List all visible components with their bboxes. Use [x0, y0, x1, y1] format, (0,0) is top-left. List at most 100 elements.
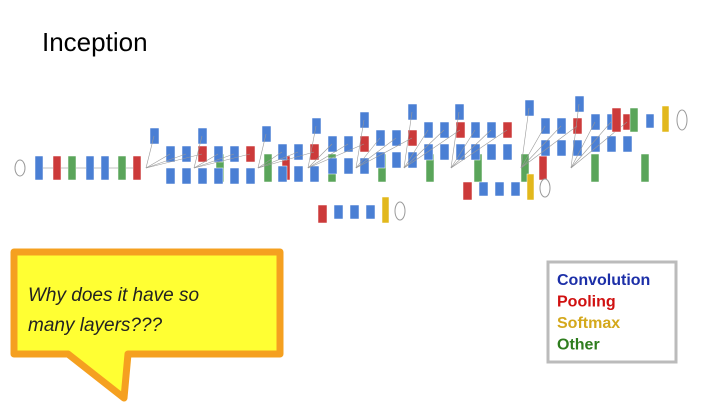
connector — [193, 153, 235, 169]
layer-box — [486, 143, 497, 161]
layer-box — [197, 145, 208, 163]
connector — [403, 129, 429, 169]
layer-box — [423, 143, 434, 161]
layer-box — [293, 165, 304, 183]
legend-label: Other — [557, 337, 600, 354]
layer-box — [574, 95, 585, 113]
legend-label: Convolution — [557, 272, 650, 289]
connector — [257, 151, 299, 169]
layer-box — [100, 155, 110, 181]
callout-text: many layers??? — [28, 315, 163, 336]
layer-box — [359, 135, 370, 153]
layer-box — [229, 167, 240, 185]
layer-box — [470, 143, 481, 161]
layer-box — [629, 107, 639, 133]
layer-box — [540, 117, 551, 135]
layer-box — [606, 135, 617, 153]
connector — [570, 121, 612, 169]
layer-box — [317, 204, 328, 224]
layer-box — [611, 107, 622, 133]
connector — [355, 137, 397, 169]
layer-box — [261, 125, 272, 143]
layer-box — [277, 165, 288, 183]
layer-box — [117, 155, 127, 181]
layer-box — [343, 135, 354, 153]
layer-box — [661, 105, 670, 133]
layer-box — [359, 157, 370, 175]
layer-box — [375, 129, 386, 147]
connector — [450, 129, 508, 169]
layer-box — [423, 121, 434, 139]
layer-box — [645, 113, 655, 129]
layer-box — [197, 127, 208, 145]
layer-box — [590, 113, 601, 131]
layer-box — [538, 155, 548, 181]
layer-box — [181, 167, 192, 185]
layer-box — [590, 153, 600, 183]
layer-box — [311, 117, 322, 135]
connector — [145, 153, 203, 169]
layer-box — [277, 143, 288, 161]
layer-box — [470, 121, 481, 139]
connector — [257, 133, 267, 169]
layer-box — [540, 139, 551, 157]
connector — [570, 103, 580, 169]
connector — [450, 129, 476, 169]
layer-box — [455, 121, 466, 139]
layer-box — [590, 135, 601, 153]
layer-box — [439, 143, 450, 161]
callout-text: Why does it have so — [28, 285, 199, 306]
layer-box — [165, 167, 176, 185]
connector — [570, 121, 596, 169]
layer-box — [309, 143, 320, 161]
layer-box — [343, 157, 354, 175]
connector — [193, 135, 203, 169]
layer-box — [349, 204, 360, 220]
callout — [10, 248, 284, 402]
connector — [450, 129, 492, 169]
layer-box — [524, 99, 535, 117]
layer-box — [149, 127, 160, 145]
output-node — [676, 109, 688, 131]
layer-box — [462, 181, 473, 201]
layer-box — [572, 117, 583, 135]
connector — [145, 153, 171, 169]
layer-box — [52, 155, 62, 181]
connector — [145, 153, 187, 169]
layer-box — [556, 117, 567, 135]
connector — [520, 125, 578, 169]
connector — [193, 153, 251, 169]
connector — [257, 151, 315, 169]
layer-box — [365, 204, 376, 220]
layer-box — [454, 103, 465, 121]
layer-box — [407, 103, 418, 121]
connector — [145, 135, 155, 169]
connector — [257, 151, 283, 169]
layer-box — [455, 143, 466, 161]
connector — [520, 125, 562, 169]
title: Inception — [42, 27, 148, 57]
connector — [520, 107, 530, 169]
connector — [403, 129, 461, 169]
legend-box — [546, 260, 678, 364]
connector — [307, 125, 317, 169]
layer-box — [333, 204, 344, 220]
layer-box — [85, 155, 95, 181]
layer-box — [245, 167, 256, 185]
layer-box — [494, 181, 505, 197]
layer-box — [327, 135, 338, 153]
legend-label: Pooling — [557, 294, 616, 311]
legend: Convolution Pooling Softmax Other — [557, 272, 650, 354]
layer-box — [375, 151, 386, 169]
layer-box — [502, 121, 513, 139]
layer-box — [67, 155, 77, 181]
connector — [307, 143, 365, 169]
connector — [520, 125, 546, 169]
layer-box — [34, 155, 44, 181]
layer-box — [263, 153, 273, 183]
layer-box — [327, 157, 338, 175]
input-node — [14, 159, 26, 177]
layer-box — [229, 145, 240, 163]
layer-box — [391, 129, 402, 147]
